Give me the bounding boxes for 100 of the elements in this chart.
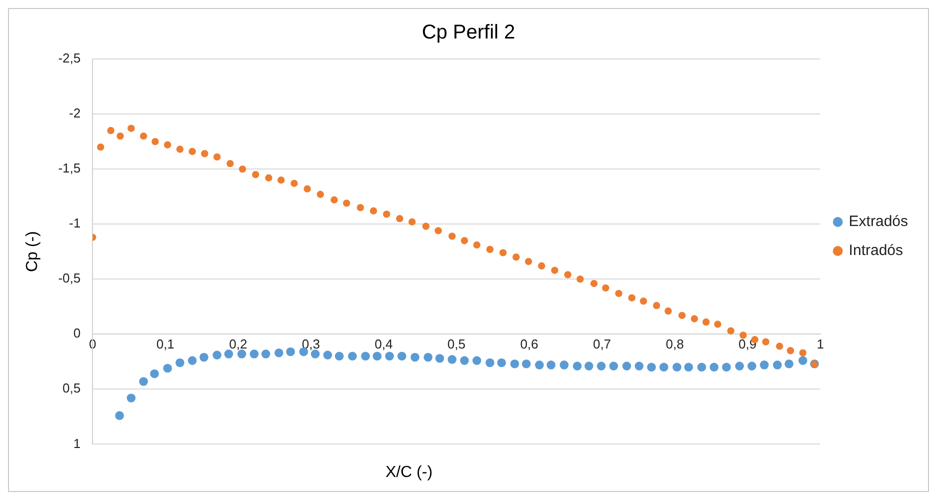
point: [486, 246, 494, 253]
point: [748, 362, 756, 370]
point: [385, 352, 394, 361]
point: [424, 352, 432, 362]
point: [560, 360, 569, 370]
point: [622, 362, 632, 370]
point: [538, 262, 546, 270]
point: [115, 411, 124, 420]
point: [564, 271, 572, 278]
point: [448, 355, 456, 364]
point: [576, 276, 584, 283]
y-tick-label: -2,5: [58, 50, 81, 66]
point: [697, 362, 706, 372]
point: [164, 141, 172, 148]
point: [546, 360, 556, 370]
point: [342, 200, 350, 207]
point: [408, 218, 416, 226]
point: [97, 143, 104, 151]
x-tick-label: 1: [816, 336, 824, 352]
point: [422, 222, 430, 230]
point: [150, 369, 159, 378]
x-tick-label: 0,8: [666, 336, 684, 352]
point: [522, 359, 531, 368]
point: [201, 150, 208, 158]
point: [277, 176, 285, 184]
point: [634, 362, 644, 370]
point: [647, 362, 656, 372]
point: [286, 347, 295, 356]
legend-label: Extradós: [848, 213, 908, 230]
point: [434, 227, 442, 234]
point: [615, 290, 622, 298]
point: [448, 232, 456, 240]
point: [524, 258, 532, 266]
point: [188, 148, 196, 156]
point: [551, 266, 558, 274]
point: [486, 358, 494, 368]
point: [330, 196, 338, 204]
point: [684, 362, 693, 372]
point: [596, 362, 606, 370]
x-tick-label: 0,2: [229, 336, 248, 352]
x-tick-label: 0,7: [592, 336, 612, 352]
point: [382, 210, 390, 218]
point: [799, 349, 806, 356]
point: [652, 302, 660, 310]
point: [512, 254, 520, 261]
chart-title: Cp Perfil 2: [422, 22, 516, 44]
y-axis-title: Cp (-): [24, 231, 42, 272]
point: [798, 356, 808, 365]
point: [304, 185, 311, 192]
legend-label: Intradós: [848, 242, 904, 260]
point: [735, 362, 744, 370]
point: [710, 362, 718, 372]
point: [356, 204, 364, 212]
point: [727, 327, 734, 334]
point: [238, 165, 246, 173]
point: [714, 320, 722, 328]
point: [334, 352, 344, 361]
point: [776, 342, 784, 350]
point: [740, 332, 747, 339]
point: [163, 364, 172, 373]
x-tick-label: 0,6: [520, 336, 538, 352]
point: [510, 359, 520, 368]
point: [435, 354, 444, 363]
point: [126, 394, 136, 402]
point: [640, 298, 648, 305]
point: [690, 315, 698, 322]
point: [678, 312, 686, 320]
point: [609, 362, 618, 370]
point: [584, 362, 594, 370]
point: [250, 350, 259, 358]
point: [762, 338, 770, 346]
point: [722, 362, 731, 372]
point: [200, 352, 208, 362]
point: [188, 356, 197, 365]
point: [213, 153, 221, 161]
point: [784, 359, 794, 368]
point: [139, 377, 148, 386]
x-tick-label: 0,5: [447, 336, 466, 352]
point: [472, 356, 482, 365]
point: [473, 241, 480, 249]
y-tick-label: -1: [69, 216, 81, 231]
point: [140, 132, 148, 140]
point: [116, 132, 124, 140]
point: [372, 352, 382, 361]
x-axis-title: X/C (-): [384, 464, 434, 482]
point: [702, 318, 710, 326]
point: [410, 352, 420, 362]
point: [348, 352, 357, 361]
x-tick-label: 0,1: [156, 336, 174, 352]
point: [572, 362, 582, 370]
point: [460, 236, 468, 244]
point: [397, 352, 406, 361]
point: [535, 360, 544, 370]
point: [316, 190, 324, 198]
point: [628, 294, 636, 302]
point: [499, 249, 507, 256]
point: [361, 352, 370, 361]
point: [128, 124, 135, 132]
point: [659, 362, 668, 372]
point: [602, 284, 610, 292]
